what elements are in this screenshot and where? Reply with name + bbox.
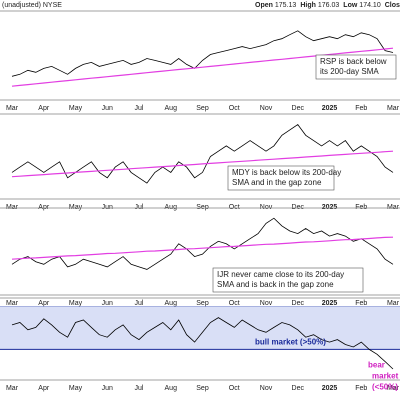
ohlc-value: 176.03 (318, 2, 340, 9)
x-tick-label: Jun (102, 105, 113, 112)
x-tick-label: 2025 (322, 385, 338, 392)
x-tick-label: May (69, 385, 83, 392)
ohlc-label: Open (255, 2, 273, 9)
annotation: MDY is back below its 200-day (232, 168, 341, 177)
ohlc-value: 175.13 (275, 2, 297, 9)
annotation-box (212, 267, 364, 293)
x-tick-label: Feb (355, 105, 367, 112)
x-tick-label: Mar (387, 385, 400, 392)
annotation: RSP is back below (320, 57, 387, 66)
x-tick-label: Nov (260, 105, 273, 112)
x-tick-label: 2025 (322, 105, 338, 112)
x-tick-label: Jul (135, 385, 144, 392)
x-tick-label: Apr (38, 204, 50, 211)
sma-line (11, 150, 394, 178)
x-tick-label: Jun (102, 385, 113, 392)
x-tick-label: Dec (292, 300, 305, 307)
annotation: its 200-day SMA (320, 67, 379, 76)
x-tick-label: Aug (165, 385, 178, 392)
exchange-label: (unadjusted) NYSE (2, 2, 62, 9)
band (0, 306, 400, 350)
x-tick-label: Jun (102, 300, 113, 307)
x-tick-label: Oct (229, 105, 240, 112)
bear-label: bear (368, 361, 385, 370)
x-tick-label: Jul (135, 105, 144, 112)
x-tick-label: Feb (355, 385, 367, 392)
price-line (11, 30, 394, 77)
x-tick-label: Mar (6, 204, 19, 211)
x-tick-label: Dec (292, 105, 305, 112)
annotation-box (315, 54, 397, 80)
price-line (11, 217, 394, 270)
x-tick-label: Mar (387, 300, 400, 307)
x-tick-label: Mar (387, 204, 400, 211)
price-line (11, 317, 394, 370)
bear-label: (<50%) (372, 383, 398, 392)
x-tick-label: Aug (165, 300, 178, 307)
x-tick-label: Oct (229, 300, 240, 307)
x-tick-label: Jun (102, 204, 113, 211)
x-tick-label: Sep (196, 105, 209, 112)
x-tick-label: Feb (355, 204, 367, 211)
x-tick-label: Apr (38, 385, 50, 392)
x-tick-label: Dec (292, 204, 305, 211)
x-tick-label: Mar (6, 105, 19, 112)
annotation: SMA and is back in the gap zone (217, 280, 334, 289)
x-tick-label: Sep (196, 385, 209, 392)
x-tick-label: 2025 (322, 204, 338, 211)
panel-frame (0, 113, 400, 200)
panel-frame (0, 297, 400, 381)
ohlc-value: 174.10 (359, 2, 381, 9)
sma-line (11, 47, 394, 87)
x-tick-label: Sep (196, 300, 209, 307)
x-tick-label: May (69, 105, 83, 112)
bull-label: bull market (>50%) (255, 338, 326, 347)
x-tick-label: Dec (292, 385, 305, 392)
x-tick-label: Jul (135, 204, 144, 211)
x-tick-label: Nov (260, 204, 273, 211)
annotation: IJR never came close to its 200-day (217, 270, 344, 279)
annotation-box (227, 165, 335, 191)
x-tick-label: Aug (165, 204, 178, 211)
bear-label: market (372, 372, 399, 381)
x-tick-label: Oct (229, 385, 240, 392)
ohlc-label: High (300, 2, 316, 9)
ohlc-label: Low (343, 2, 358, 9)
x-tick-label: Mar (6, 385, 19, 392)
x-tick-label: Apr (38, 300, 50, 307)
x-tick-label: Feb (355, 300, 367, 307)
x-tick-label: Nov (260, 385, 273, 392)
x-tick-label: Nov (260, 300, 273, 307)
x-tick-label: Apr (38, 105, 50, 112)
x-tick-label: Jul (135, 300, 144, 307)
x-tick-label: Aug (165, 105, 178, 112)
x-tick-label: Sep (196, 204, 209, 211)
annotation: SMA and in the gap zone (232, 178, 322, 187)
x-tick-label: Oct (229, 204, 240, 211)
x-tick-label: May (69, 204, 83, 211)
panel-frame (0, 207, 400, 296)
sma-line (11, 236, 394, 260)
x-tick-label: May (69, 300, 83, 307)
x-tick-label: Mar (6, 300, 19, 307)
x-tick-label: Mar (387, 105, 400, 112)
ohlc-label: Close (385, 2, 400, 9)
x-tick-label: 2025 (322, 300, 338, 307)
panel-frame (0, 10, 400, 101)
